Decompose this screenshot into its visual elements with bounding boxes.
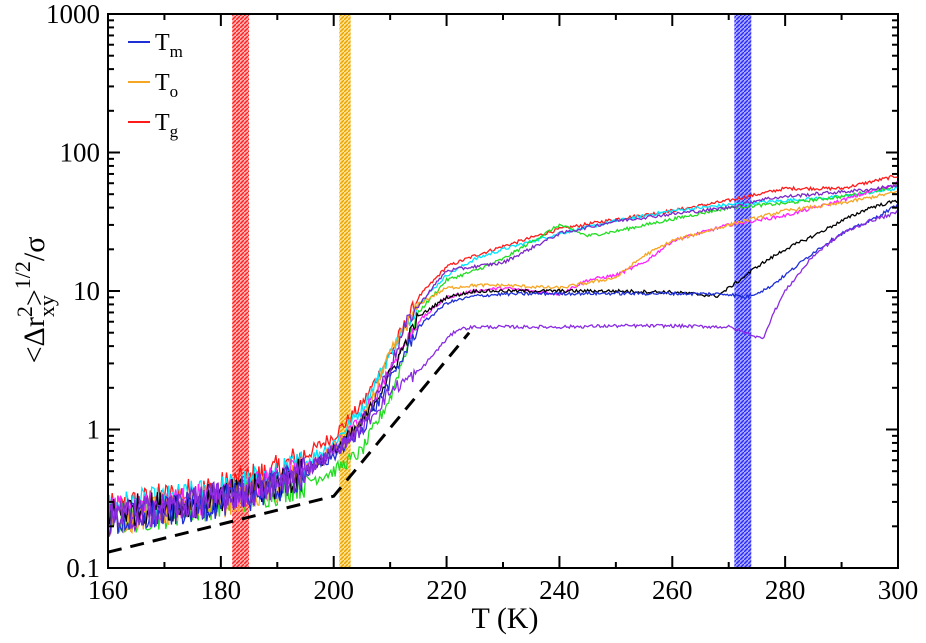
data-series: [108, 174, 898, 537]
y-axis-title: <Δrxy2>1/2/σ: [10, 237, 59, 364]
series-blue: [108, 202, 898, 537]
y-axis-title-tail: /σ: [18, 237, 51, 262]
x-tick-label: 200: [313, 575, 354, 605]
x-tick-label: 160: [88, 575, 129, 605]
threshold-bands: [232, 14, 752, 568]
legend-label-to: To: [155, 70, 178, 101]
x-tick-label: 220: [426, 575, 467, 605]
legend-label-tm: Tm: [155, 30, 183, 61]
band-t-m: [734, 14, 752, 568]
svg-text:<Δrxy2>1/2/σ: <Δrxy2>1/2/σ: [10, 237, 59, 364]
y-axis-title-sup: 2: [12, 306, 37, 317]
x-tick-label: 240: [539, 575, 580, 605]
legend-item-tm: Tm: [128, 30, 183, 61]
x-tick-label: 260: [652, 575, 693, 605]
legend-item-tg: Tg: [128, 110, 179, 141]
series-red: [108, 174, 898, 520]
y-axis-title-exp: 1/2: [10, 261, 35, 289]
y-tick-label: 10: [73, 276, 100, 306]
legend-label-tg: Tg: [155, 110, 179, 141]
x-tick-label: 180: [201, 575, 242, 605]
x-tick-label: 300: [878, 575, 919, 605]
y-tick-label: 1000: [46, 0, 100, 29]
y-tick-label: 1: [87, 415, 101, 445]
x-axis-title: T (K): [472, 602, 539, 635]
series-black: [108, 199, 898, 527]
band-t-o: [339, 14, 351, 568]
legend: Tm To Tg: [128, 30, 183, 141]
y-axis-title-main: <Δr: [18, 317, 51, 363]
band-t-g: [232, 14, 250, 568]
reference-line: [108, 331, 471, 554]
axis-ticks: [107, 14, 899, 569]
series-cyan: [108, 186, 898, 522]
axis-tick-labels: 160 180 200 220 240 260 280 300 0.1 1 10 100 1000: [46, 0, 918, 605]
legend-item-to: To: [128, 70, 178, 101]
y-axis-title-sub: xy: [34, 295, 59, 317]
series-violet: [108, 210, 898, 529]
reference-line-group: [108, 331, 471, 554]
y-tick-label: 0.1: [66, 553, 100, 583]
y-tick-label: 100: [60, 138, 101, 168]
y-axis-title-close: >: [18, 289, 51, 306]
x-tick-label: 280: [765, 575, 806, 605]
